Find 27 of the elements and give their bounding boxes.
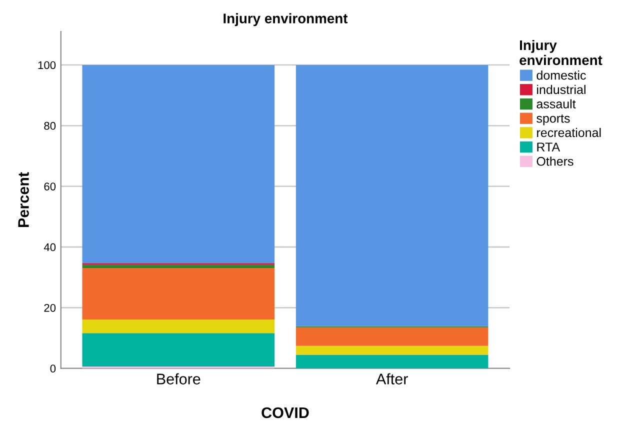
legend-label: assault (536, 99, 576, 108)
bar (82, 333, 275, 367)
legend-label: sports (536, 114, 570, 126)
legend-label: Others (536, 156, 574, 166)
bar (82, 320, 275, 334)
chart-title: Injury environment (224, 13, 348, 26)
x-axis-title: COVID (262, 407, 309, 418)
bar (296, 327, 488, 346)
y-tick-label: 100 (38, 61, 56, 70)
legend-label: industrial (537, 84, 586, 94)
legend-label: recreational (537, 128, 601, 138)
bar (296, 354, 488, 368)
bar (296, 346, 488, 355)
legend-label: RTA (537, 142, 560, 152)
y-tick-label: 0 (50, 364, 56, 373)
legend-title: Injury environment (520, 40, 602, 66)
bar (82, 268, 275, 320)
y-tick-label: 20 (44, 304, 56, 312)
x-tick-label: After (376, 373, 408, 384)
y-axis-title: Percent (18, 172, 29, 227)
bar (82, 64, 275, 264)
bar (82, 264, 275, 268)
y-tick-label: 60 (44, 182, 56, 190)
legend-label: domestic (536, 70, 586, 80)
y-tick-label: 40 (44, 243, 56, 252)
x-tick-label: Before (157, 373, 200, 384)
y-tick-label: 80 (44, 122, 56, 130)
